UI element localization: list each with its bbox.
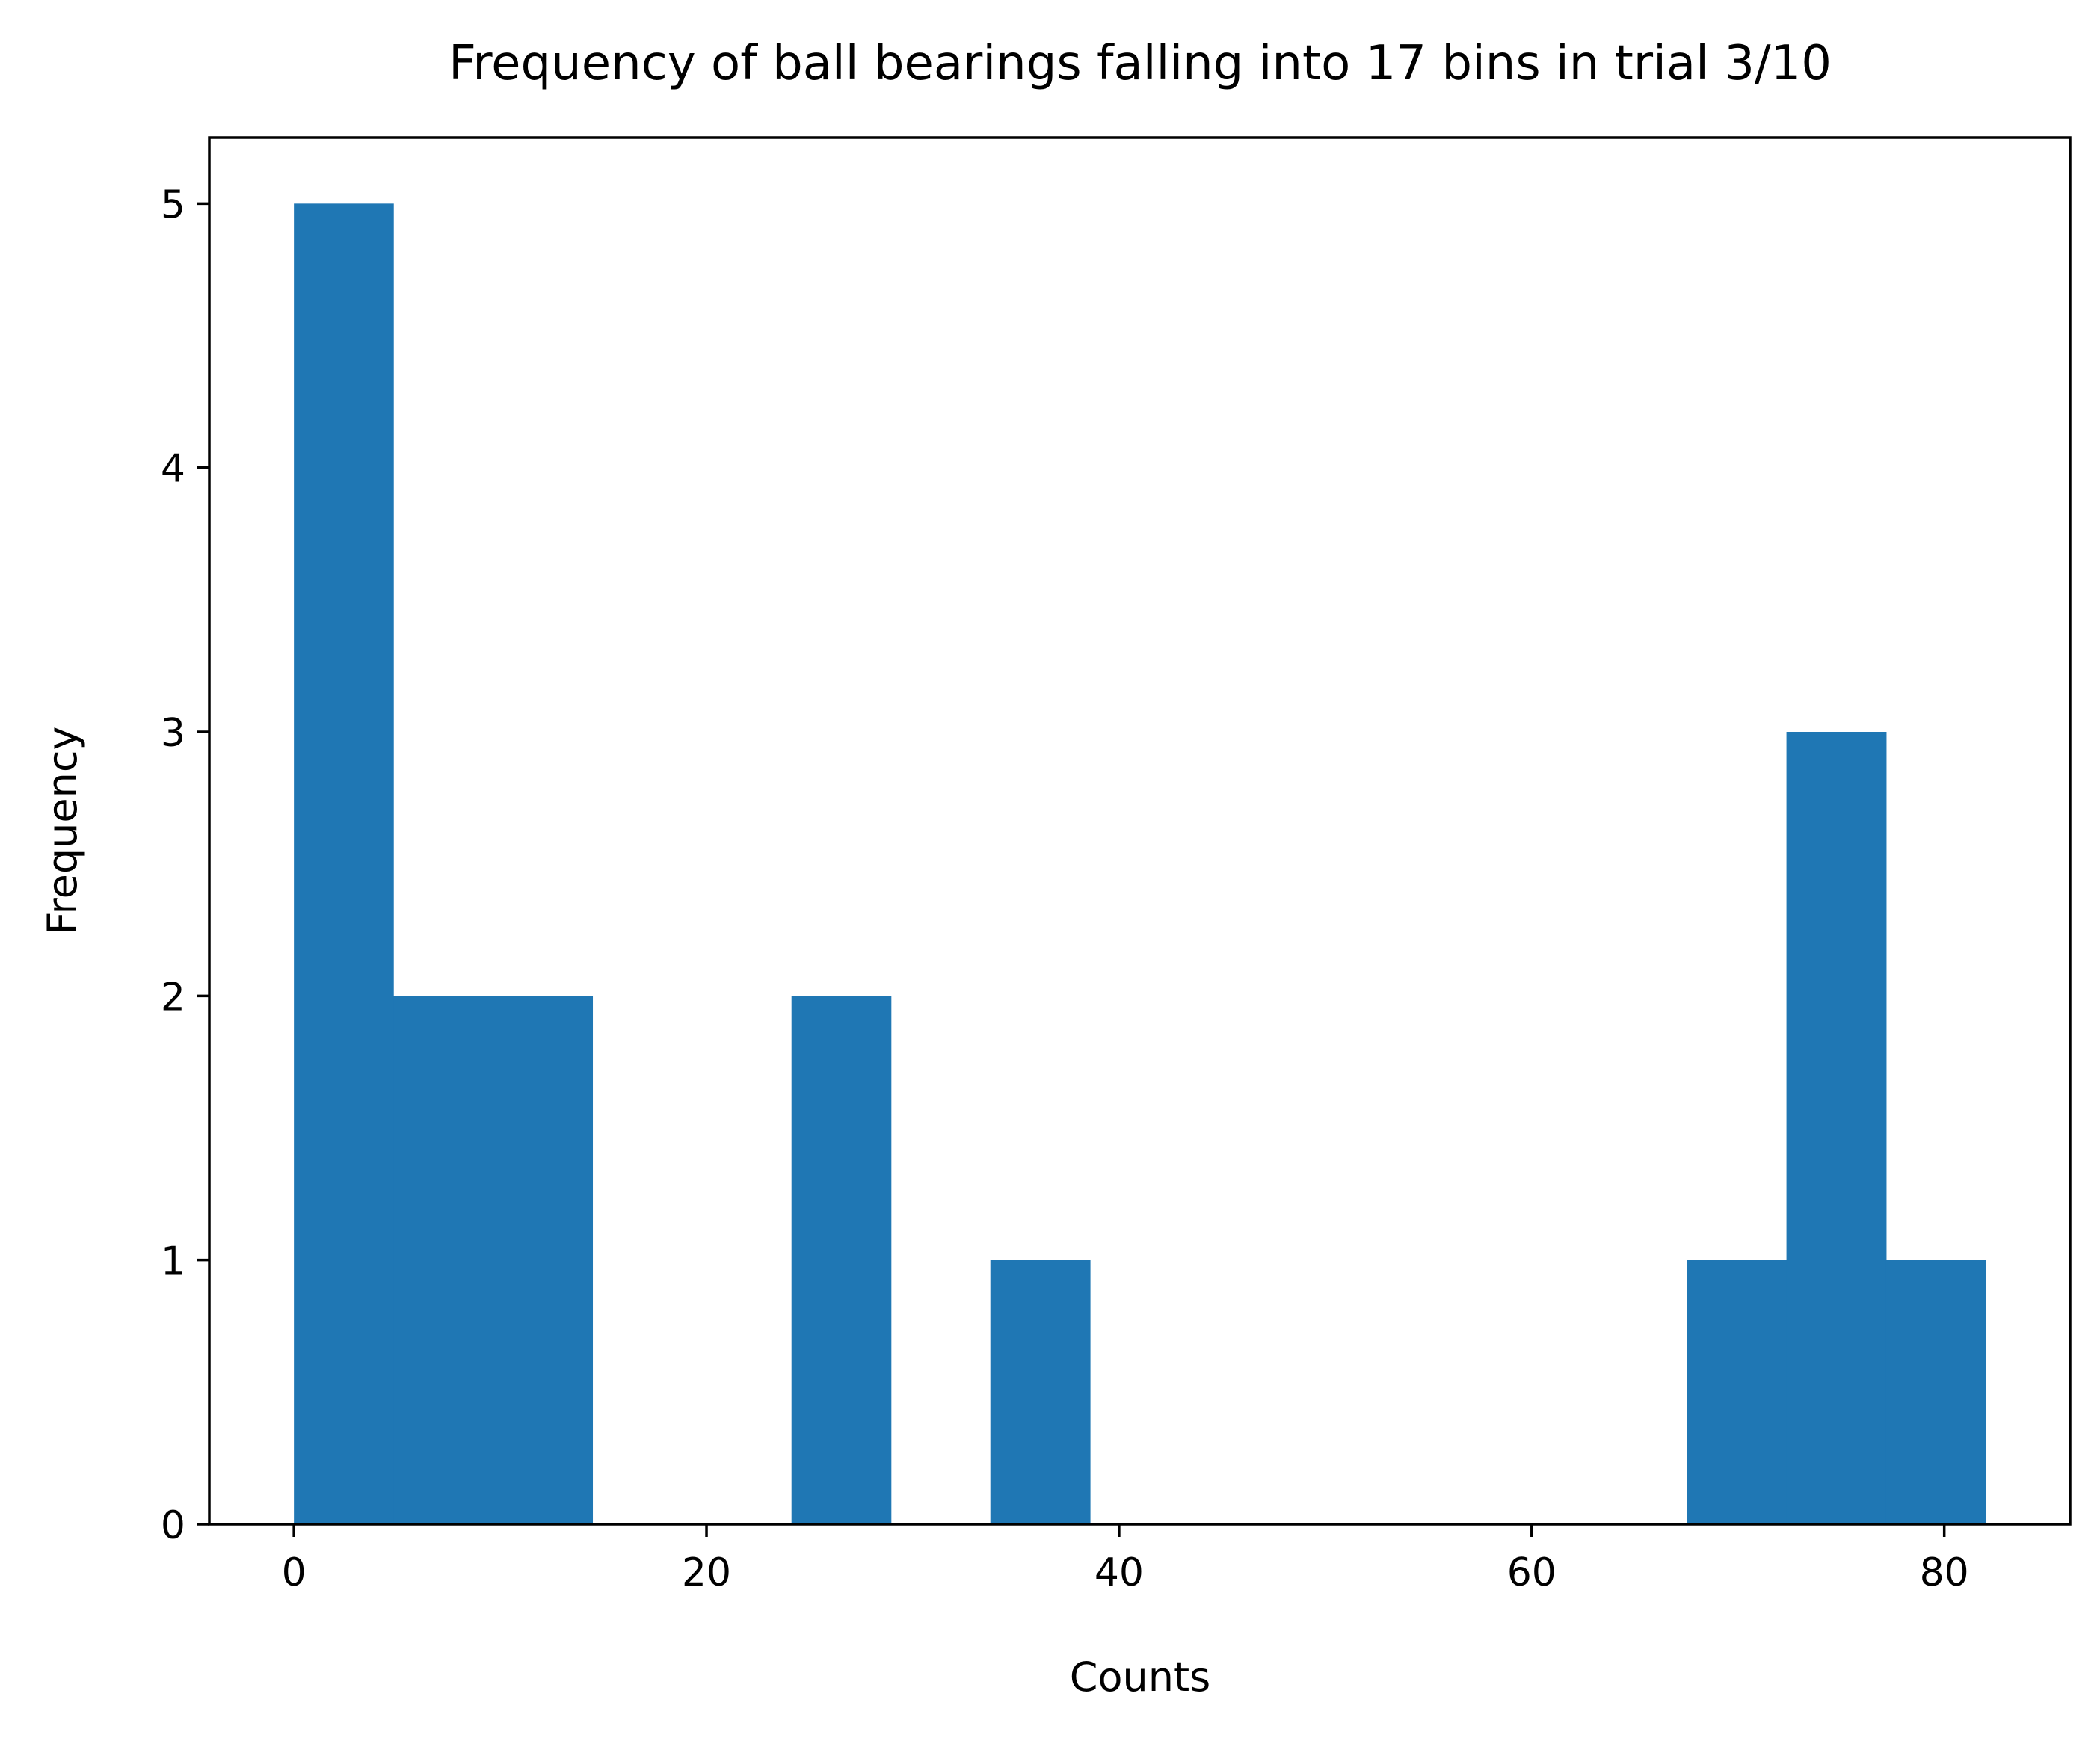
x-tick-label: 40 (1094, 1550, 1144, 1595)
histogram-bar-2 (493, 996, 594, 1524)
histogram-bar-14 (1687, 1260, 1788, 1524)
y-tick-label: 3 (161, 711, 185, 756)
bars-group (294, 203, 1986, 1524)
x-axis-ticks: 0 20 40 60 80 (282, 1524, 1969, 1595)
x-tick-label: 20 (682, 1550, 731, 1595)
y-tick-label: 2 (161, 975, 185, 1020)
y-tick-label: 1 (161, 1239, 185, 1284)
histogram-bar-16 (1885, 1260, 1986, 1524)
histogram-bar-7 (990, 1260, 1091, 1524)
y-tick-label: 0 (161, 1503, 185, 1548)
x-tick-label: 80 (1920, 1550, 1969, 1595)
y-tick-label: 4 (161, 447, 185, 492)
histogram-bar-0 (294, 203, 394, 1524)
histogram-bar-5 (791, 996, 892, 1524)
y-axis-label: Frequency (39, 727, 86, 935)
y-axis-ticks: 0 1 2 3 4 5 (161, 182, 209, 1548)
y-tick-label: 5 (161, 182, 185, 227)
x-axis-label: Counts (1070, 1654, 1211, 1701)
x-tick-label: 60 (1507, 1550, 1556, 1595)
x-tick-label: 0 (282, 1550, 307, 1595)
histogram-bar-1 (393, 996, 494, 1524)
chart-title: Frequency of ball bearings falling into … (449, 36, 1832, 91)
histogram-bar-15 (1786, 732, 1887, 1524)
plot-frame (208, 136, 2072, 1526)
